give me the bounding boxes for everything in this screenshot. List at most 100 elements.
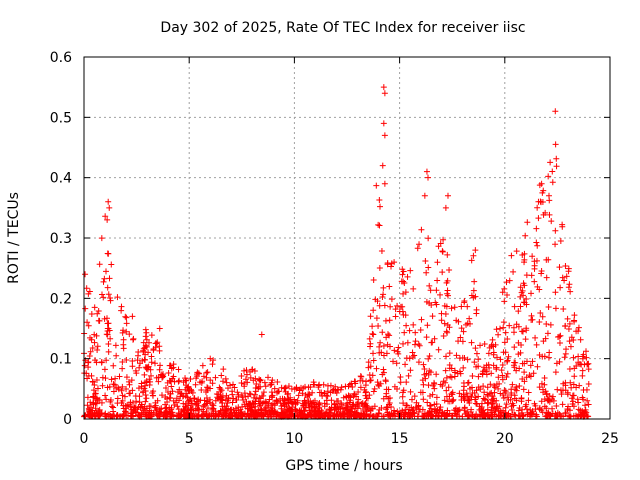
roti-point: [102, 413, 109, 420]
roti-point: [528, 312, 535, 319]
roti-point: [91, 381, 98, 388]
roti-point: [126, 381, 133, 388]
roti-point: [403, 402, 410, 409]
roti-point: [94, 385, 101, 392]
roti-point: [579, 372, 586, 379]
roti-point: [175, 406, 182, 413]
roti-point: [87, 399, 94, 406]
roti-point: [381, 90, 388, 97]
roti-point: [536, 406, 543, 413]
roti-point: [520, 386, 527, 393]
roti-point: [140, 347, 147, 354]
roti-point: [180, 379, 187, 386]
roti-point: [249, 413, 256, 420]
roti-point: [154, 339, 161, 346]
roti-point: [386, 283, 393, 290]
roti-point: [461, 405, 468, 412]
roti-point: [158, 392, 165, 399]
roti-point: [470, 287, 477, 294]
roti-point: [113, 385, 120, 392]
roti-point: [543, 274, 550, 281]
roti-point: [466, 315, 473, 322]
roti-point: [438, 317, 445, 324]
roti-point: [455, 338, 462, 345]
roti-point: [290, 413, 297, 420]
roti-point: [350, 401, 357, 408]
roti-point: [521, 250, 528, 257]
roti-point: [564, 315, 571, 322]
roti-point: [136, 393, 143, 400]
roti-point: [365, 359, 372, 366]
roti-point: [120, 411, 127, 418]
roti-point: [337, 405, 344, 412]
roti-point: [371, 385, 378, 392]
roti-point: [465, 379, 472, 386]
roti-point: [256, 377, 263, 384]
roti-point: [376, 264, 383, 271]
roti-point: [245, 393, 252, 400]
roti-point: [562, 322, 569, 329]
roti-point: [142, 398, 149, 405]
roti-point: [336, 403, 343, 410]
roti-point: [448, 398, 455, 405]
roti-point: [481, 341, 488, 348]
roti-point: [570, 354, 577, 361]
roti-point: [112, 342, 119, 349]
roti-point: [497, 325, 504, 332]
roti-point: [123, 320, 130, 327]
roti-point: [133, 398, 140, 405]
roti-point: [235, 404, 242, 411]
roti-point: [378, 248, 385, 255]
roti-point: [362, 407, 369, 414]
roti-point: [404, 273, 411, 280]
roti-point: [122, 313, 129, 320]
roti-point: [357, 377, 364, 384]
roti-point: [399, 393, 406, 400]
roti-point: [585, 413, 592, 420]
roti-point: [174, 403, 181, 410]
roti-point: [293, 408, 300, 415]
roti-point: [511, 411, 518, 418]
roti-point: [141, 403, 148, 410]
y-tick-label: 0.1: [50, 352, 72, 368]
roti-point: [110, 381, 117, 388]
roti-point: [561, 354, 568, 361]
roti-point: [171, 378, 178, 385]
roti-point: [145, 349, 152, 356]
roti-point: [460, 387, 467, 394]
roti-point: [370, 350, 377, 357]
roti-point: [464, 356, 471, 363]
roti-point: [549, 168, 556, 175]
roti-point: [511, 329, 518, 336]
roti-point: [437, 240, 444, 247]
roti-point: [242, 376, 249, 383]
roti-point: [462, 410, 469, 417]
roti-point: [175, 366, 182, 373]
roti-point: [400, 340, 407, 347]
roti-point: [350, 411, 357, 418]
roti-point: [468, 292, 475, 299]
roti-point: [423, 168, 430, 175]
roti-point: [504, 370, 511, 377]
roti-point: [200, 373, 207, 380]
roti-point: [553, 402, 560, 409]
roti-point: [463, 321, 470, 328]
roti-point: [446, 324, 453, 331]
roti-point: [106, 275, 113, 282]
roti-point: [468, 339, 475, 346]
roti-point: [543, 410, 550, 417]
roti-point: [415, 359, 422, 366]
roti-point: [442, 367, 449, 374]
roti-point: [234, 389, 241, 396]
roti-point: [160, 413, 167, 420]
roti-point: [501, 387, 508, 394]
roti-point: [90, 401, 97, 408]
roti-point: [510, 268, 517, 275]
roti-point: [299, 410, 306, 417]
roti-point: [287, 412, 294, 419]
roti-point: [152, 344, 159, 351]
roti-point: [430, 382, 437, 389]
roti-point: [553, 360, 560, 367]
roti-point: [182, 393, 189, 400]
roti-point: [288, 407, 295, 414]
